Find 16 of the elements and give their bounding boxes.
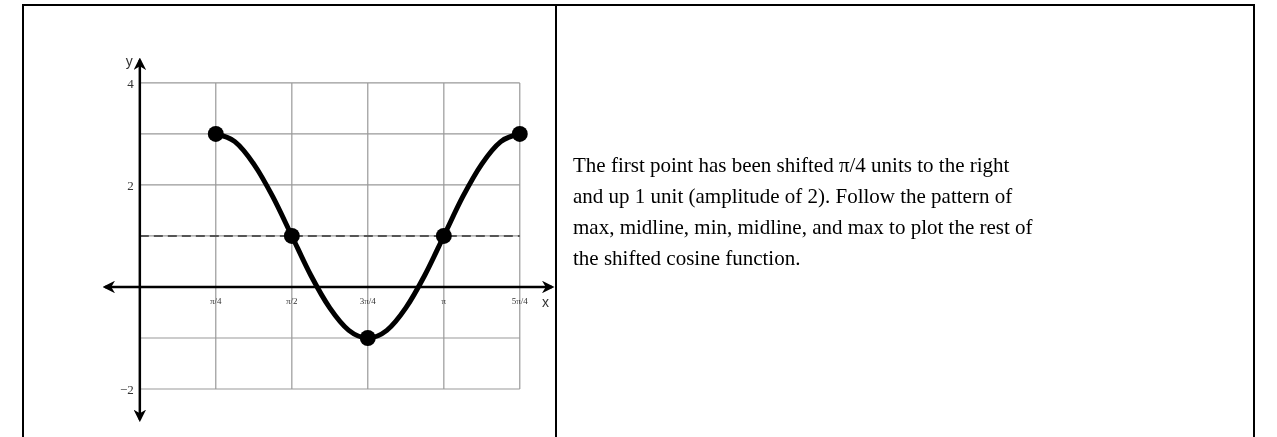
text: The first point has been shifted π/4 units to the right and up 1 unit (amplitude of 2). Follow the pattern of max, midline, min, midline, and max to plot the rest of the shifted cosine function. xyxy=(573,152,1034,272)
point xyxy=(359,330,376,346)
x-tick-label: π/4 xyxy=(210,295,223,306)
x-tick-label: 3π/4 xyxy=(359,295,377,306)
y-tick-label: 2 xyxy=(127,177,134,193)
x-tick-label: π xyxy=(441,295,447,306)
point xyxy=(283,228,300,244)
point xyxy=(511,126,528,142)
y-axis-title: y xyxy=(125,53,133,69)
y-tick-label: 4 xyxy=(127,75,135,91)
x-tick-label: 5π/4 xyxy=(511,295,529,306)
y-tick-label: −2 xyxy=(119,382,134,397)
x-tick-label: π/2 xyxy=(286,295,298,306)
point xyxy=(435,228,452,244)
x-axis-title: x xyxy=(542,293,549,310)
point xyxy=(207,126,224,142)
